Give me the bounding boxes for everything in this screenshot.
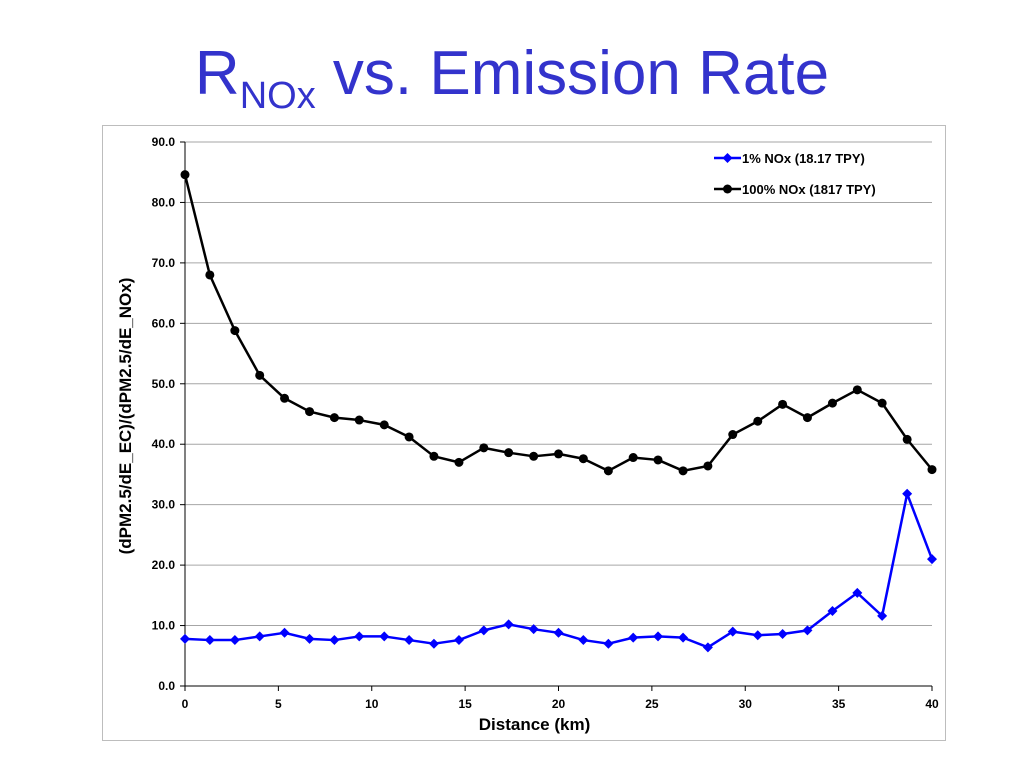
data-point <box>504 448 514 458</box>
data-point <box>653 631 664 642</box>
data-point <box>254 631 265 642</box>
data-point <box>503 619 514 630</box>
legend-label: 100% NOx (1817 TPY) <box>742 182 876 197</box>
series-2 <box>180 170 937 476</box>
series-line <box>184 492 934 649</box>
data-point <box>379 631 390 642</box>
data-point <box>753 416 763 426</box>
data-point <box>678 632 689 643</box>
x-tick-label: 25 <box>645 697 659 711</box>
slide-title: RNOx vs. Emission Rate <box>0 34 1024 136</box>
data-point <box>528 624 539 635</box>
data-point <box>280 393 290 403</box>
y-tick-label: 50.0 <box>152 377 176 391</box>
data-point <box>927 465 937 475</box>
data-point <box>478 625 489 636</box>
data-point <box>628 453 638 463</box>
data-point <box>827 606 838 617</box>
chart: 0.0 10.0 20.0 30.0 40.0 50.0 60.0 70.0 80.0 90.0 0… <box>116 135 939 734</box>
x-tick-label: 15 <box>458 697 472 711</box>
data-point <box>628 632 639 643</box>
data-point <box>827 398 837 408</box>
y-tick-label: 80.0 <box>152 195 176 209</box>
data-point <box>678 466 688 476</box>
y-tick-label: 40.0 <box>152 437 176 451</box>
data-point <box>454 457 464 467</box>
data-point <box>777 629 788 640</box>
y-tick-label: 10.0 <box>152 619 176 633</box>
data-point <box>653 455 663 465</box>
data-point <box>180 633 190 644</box>
y-axis-title: (dPM2.5/dE_EC)/(dPM2.5/dE_NOx) <box>116 278 135 555</box>
data-point <box>603 466 613 476</box>
data-point <box>305 407 315 417</box>
x-tick-label: 0 <box>182 697 189 711</box>
data-point <box>603 638 614 649</box>
data-point <box>778 399 788 409</box>
data-point <box>852 587 863 598</box>
data-point <box>479 443 489 453</box>
data-point <box>554 449 563 459</box>
data-point <box>578 454 588 464</box>
title-rest: vs. Emission Rate <box>315 39 830 108</box>
legend-marker <box>723 184 732 194</box>
title-subscript: NOx <box>239 75 316 117</box>
data-point <box>429 451 439 461</box>
y-tick-label: 60.0 <box>152 316 176 330</box>
x-tick-label: 30 <box>739 697 753 711</box>
data-point <box>877 398 887 408</box>
data-point <box>279 627 290 638</box>
data-point <box>877 610 888 621</box>
data-point <box>529 451 539 461</box>
data-point <box>354 631 365 642</box>
data-point <box>802 413 812 423</box>
y-tick-label: 20.0 <box>152 558 176 572</box>
legend-label: 1% NOx (18.17 TPY) <box>742 151 865 166</box>
data-point <box>205 270 215 280</box>
y-tick-label: 90.0 <box>152 135 176 149</box>
data-point <box>752 630 763 641</box>
data-point <box>404 635 415 646</box>
data-point <box>180 170 190 180</box>
x-tick-label: 40 <box>925 697 939 711</box>
y-tick-label: 70.0 <box>152 256 176 270</box>
data-point <box>404 432 414 442</box>
x-tick-label: 5 <box>275 697 282 711</box>
data-point <box>255 370 265 380</box>
data-point <box>802 625 813 636</box>
data-point <box>702 642 713 653</box>
data-point <box>727 626 738 637</box>
x-tick-label: 10 <box>365 697 379 711</box>
data-point <box>379 420 389 430</box>
data-point <box>329 413 339 423</box>
data-point <box>703 461 713 471</box>
x-axis-title: Distance (km) <box>479 715 590 734</box>
data-point <box>902 488 913 499</box>
data-point <box>230 326 240 336</box>
y-tick-label: 0.0 <box>158 679 175 693</box>
data-point <box>304 633 315 644</box>
legend: 1% NOx (18.17 TPY) 100% NOx (1817 TPY) <box>714 151 876 197</box>
data-point <box>852 385 862 395</box>
data-point <box>927 554 937 565</box>
title-main: R <box>194 39 240 108</box>
y-tick-label: 30.0 <box>152 498 176 512</box>
data-point <box>553 627 564 638</box>
data-point <box>428 638 439 649</box>
data-point <box>329 635 340 646</box>
data-point <box>902 434 912 444</box>
series-line <box>183 174 933 473</box>
data-point <box>204 635 215 646</box>
series-1 <box>180 488 937 653</box>
data-point <box>728 430 738 440</box>
x-tick-label: 35 <box>832 697 846 711</box>
data-point <box>578 635 589 646</box>
legend-marker <box>722 153 733 163</box>
data-point <box>354 415 364 425</box>
data-point <box>229 635 240 646</box>
chart-frame: 0.0 10.0 20.0 30.0 40.0 50.0 60.0 70.0 80.0 90.0 0… <box>102 125 946 741</box>
x-tick-label: 20 <box>552 697 566 711</box>
data-point <box>453 635 464 646</box>
